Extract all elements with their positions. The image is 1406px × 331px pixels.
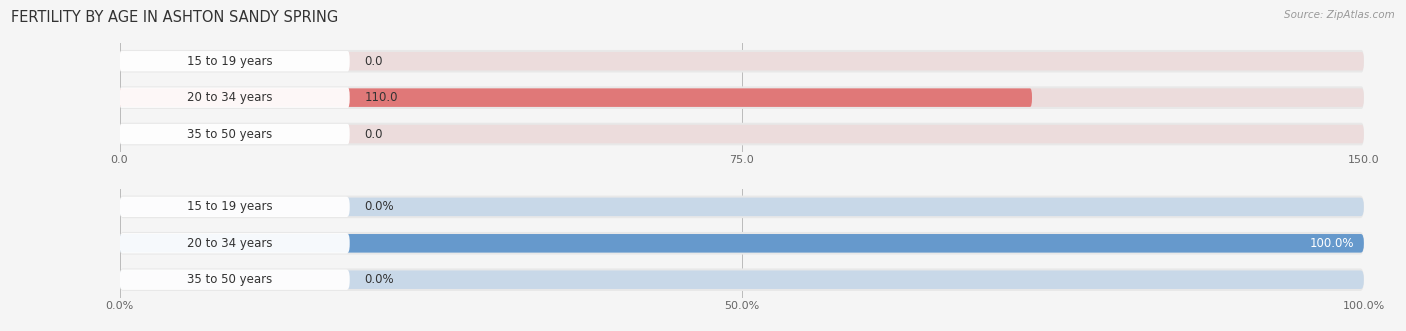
Text: 15 to 19 years: 15 to 19 years [187,55,273,68]
FancyBboxPatch shape [120,52,1364,71]
FancyBboxPatch shape [120,88,1032,107]
FancyBboxPatch shape [120,87,350,108]
Text: 20 to 34 years: 20 to 34 years [187,237,273,250]
Text: FERTILITY BY AGE IN ASHTON SANDY SPRING: FERTILITY BY AGE IN ASHTON SANDY SPRING [11,10,339,25]
FancyBboxPatch shape [120,88,1364,107]
Text: 35 to 50 years: 35 to 50 years [187,273,273,286]
FancyBboxPatch shape [120,51,350,71]
Text: Source: ZipAtlas.com: Source: ZipAtlas.com [1284,10,1395,20]
FancyBboxPatch shape [120,86,1364,109]
FancyBboxPatch shape [120,233,350,254]
Text: 0.0%: 0.0% [364,200,394,213]
Text: 0.0: 0.0 [364,127,384,141]
FancyBboxPatch shape [120,234,1364,253]
Text: 15 to 19 years: 15 to 19 years [187,200,273,213]
Text: 20 to 34 years: 20 to 34 years [187,91,273,104]
Text: 35 to 50 years: 35 to 50 years [187,127,273,141]
Text: 100.0%: 100.0% [1309,237,1354,250]
FancyBboxPatch shape [120,196,1364,218]
Text: 110.0: 110.0 [364,91,398,104]
FancyBboxPatch shape [120,123,1364,145]
FancyBboxPatch shape [120,125,1364,143]
Text: 0.0%: 0.0% [364,273,394,286]
Text: 0.0: 0.0 [364,55,384,68]
FancyBboxPatch shape [120,269,350,290]
FancyBboxPatch shape [120,270,1364,289]
FancyBboxPatch shape [120,234,1364,253]
FancyBboxPatch shape [120,197,350,217]
FancyBboxPatch shape [120,50,1364,72]
FancyBboxPatch shape [120,268,1364,291]
FancyBboxPatch shape [120,232,1364,255]
FancyBboxPatch shape [120,198,1364,216]
FancyBboxPatch shape [120,124,350,144]
